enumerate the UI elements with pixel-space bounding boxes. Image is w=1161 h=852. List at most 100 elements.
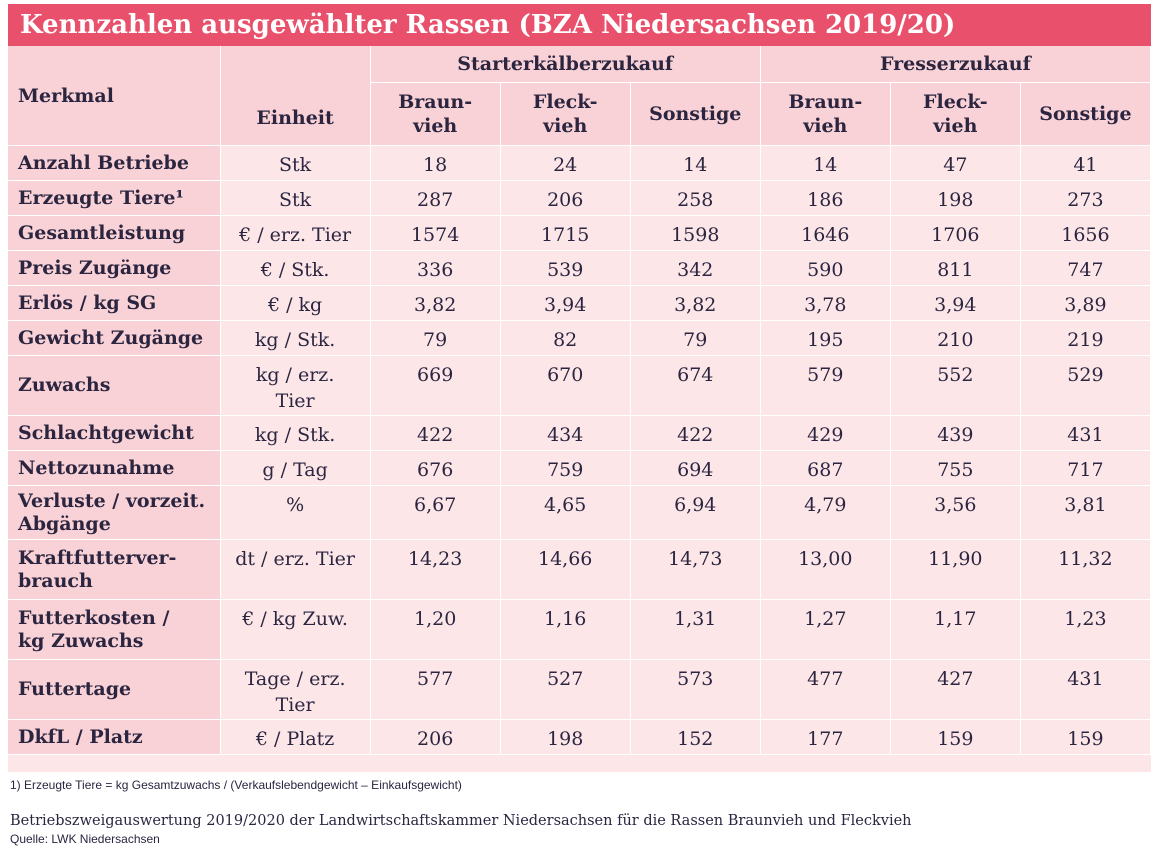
table-cell: 427 (890, 659, 1021, 720)
table-cell: 14,73 (630, 539, 761, 600)
row-unit: € / kg (220, 285, 371, 321)
table-cell: 434 (500, 415, 631, 451)
table-cell: 177 (760, 719, 891, 755)
header-group-starterkaelber: Starterkälberzukauf (370, 46, 761, 83)
table-cell: 759 (500, 450, 631, 486)
table-cell: 79 (370, 320, 501, 356)
table-cell: 198 (890, 180, 1021, 216)
table-cell: 755 (890, 450, 1021, 486)
table-cell: 422 (630, 415, 761, 451)
table-cell: 273 (1020, 180, 1152, 216)
row-unit: Stk (220, 145, 371, 181)
table-cell: 573 (630, 659, 761, 720)
table-cell: 4,79 (760, 485, 891, 540)
table-cell: 79 (630, 320, 761, 356)
table-cell: 24 (500, 145, 631, 181)
table-cell: 1,17 (890, 599, 1021, 660)
table-cell: 4,65 (500, 485, 631, 540)
table-cell: 539 (500, 250, 631, 286)
row-label: Futtertage (8, 659, 221, 720)
source-description: Betriebszweigauswertung 2019/2020 der La… (10, 813, 912, 829)
table-cell: 674 (630, 355, 761, 416)
table-cell: 159 (1020, 719, 1152, 755)
table-cell: 198 (500, 719, 631, 755)
table-cell: 159 (890, 719, 1021, 755)
table-cell: 477 (760, 659, 891, 720)
table-cell: 3,94 (890, 285, 1021, 321)
table-cell: 3,94 (500, 285, 631, 321)
row-unit: € / Stk. (220, 250, 371, 286)
table-cell: 11,32 (1020, 539, 1152, 600)
table-cell: 1656 (1020, 215, 1152, 251)
table-cell: 579 (760, 355, 891, 416)
table-cell: 747 (1020, 250, 1152, 286)
table-cell: 82 (500, 320, 631, 356)
row-unit: € / Platz (220, 719, 371, 755)
table-cell: 1,23 (1020, 599, 1152, 660)
table-cell: 1,27 (760, 599, 891, 660)
data-table-container: Merkmal Einheit Starterkälberzukauf Fres… (8, 46, 1152, 772)
table-row: Zuwachs kg / erz. Tier 669 670 674 579 5… (8, 355, 1152, 416)
table-row: Futterkosten / kg Zuwachs € / kg Zuw. 1,… (8, 599, 1152, 660)
table-cell: 14,23 (370, 539, 501, 600)
row-label: Anzahl Betriebe (8, 145, 221, 181)
table-cell: 1598 (630, 215, 761, 251)
row-label: Preis Zugänge (8, 250, 221, 286)
table-cell: 439 (890, 415, 1021, 451)
row-label: Verluste / vorzeit. Abgänge (8, 485, 221, 540)
table-row: Verluste / vorzeit. Abgänge % 6,67 4,65 … (8, 485, 1152, 540)
row-unit: kg / Stk. (220, 320, 371, 356)
table-row: Gesamtleistung € / erz. Tier 1574 1715 1… (8, 215, 1152, 251)
table-cell: 687 (760, 450, 891, 486)
row-unit: % (220, 485, 371, 540)
header-g1-fleckvieh: Fleck- vieh (500, 82, 631, 146)
table-cell: 1,31 (630, 599, 761, 660)
table-cell: 717 (1020, 450, 1152, 486)
table-cell: 670 (500, 355, 631, 416)
table-cell: 3,81 (1020, 485, 1152, 540)
table-cell: 669 (370, 355, 501, 416)
row-label: Gewicht Zugänge (8, 320, 221, 356)
table-cell: 18 (370, 145, 501, 181)
table-cell: 258 (630, 180, 761, 216)
table-row: Anzahl Betriebe Stk 18 24 14 14 47 41 (8, 145, 1152, 181)
table-row: Erzeugte Tiere¹ Stk 287 206 258 186 198 … (8, 180, 1152, 216)
table-cell: 1715 (500, 215, 631, 251)
table-row: Schlachtgewicht kg / Stk. 422 434 422 42… (8, 415, 1152, 451)
row-unit: kg / erz. Tier (220, 355, 371, 416)
table-cell: 1706 (890, 215, 1021, 251)
header-g1-sonstige: Sonstige (630, 82, 761, 146)
row-label: DkfL / Platz (8, 719, 221, 755)
table-title: Kennzahlen ausgewählter Rassen (BZA Nied… (8, 4, 1151, 46)
row-unit: Tage / erz. Tier (220, 659, 371, 720)
table-cell: 577 (370, 659, 501, 720)
row-unit: g / Tag (220, 450, 371, 486)
table-cell: 210 (890, 320, 1021, 356)
table-row: Kraftfutterver- brauch dt / erz. Tier 14… (8, 539, 1152, 600)
table-cell: 11,90 (890, 539, 1021, 600)
table-cell: 41 (1020, 145, 1152, 181)
header-group-fresser: Fresserzukauf (760, 46, 1152, 83)
table-cell: 14,66 (500, 539, 631, 600)
table-cell: 3,56 (890, 485, 1021, 540)
table-row: Futtertage Tage / erz. Tier 577 527 573 … (8, 659, 1152, 720)
table-cell: 527 (500, 659, 631, 720)
table-cell: 152 (630, 719, 761, 755)
table-row: DkfL / Platz € / Platz 206 198 152 177 1… (8, 719, 1152, 755)
table-cell: 811 (890, 250, 1021, 286)
row-label: Futterkosten / kg Zuwachs (8, 599, 221, 660)
table-cell: 14 (760, 145, 891, 181)
table-cell: 195 (760, 320, 891, 356)
table-cell: 529 (1020, 355, 1152, 416)
table-cell: 676 (370, 450, 501, 486)
table-cell: 3,89 (1020, 285, 1152, 321)
table-cell: 431 (1020, 659, 1152, 720)
header-einheit: Einheit (220, 46, 371, 146)
table-cell: 14 (630, 145, 761, 181)
row-unit: Stk (220, 180, 371, 216)
table-row: Gewicht Zugänge kg / Stk. 79 82 79 195 2… (8, 320, 1152, 356)
table-cell: 342 (630, 250, 761, 286)
table-cell: 47 (890, 145, 1021, 181)
row-label: Erlös / kg SG (8, 285, 221, 321)
table-cell: 429 (760, 415, 891, 451)
